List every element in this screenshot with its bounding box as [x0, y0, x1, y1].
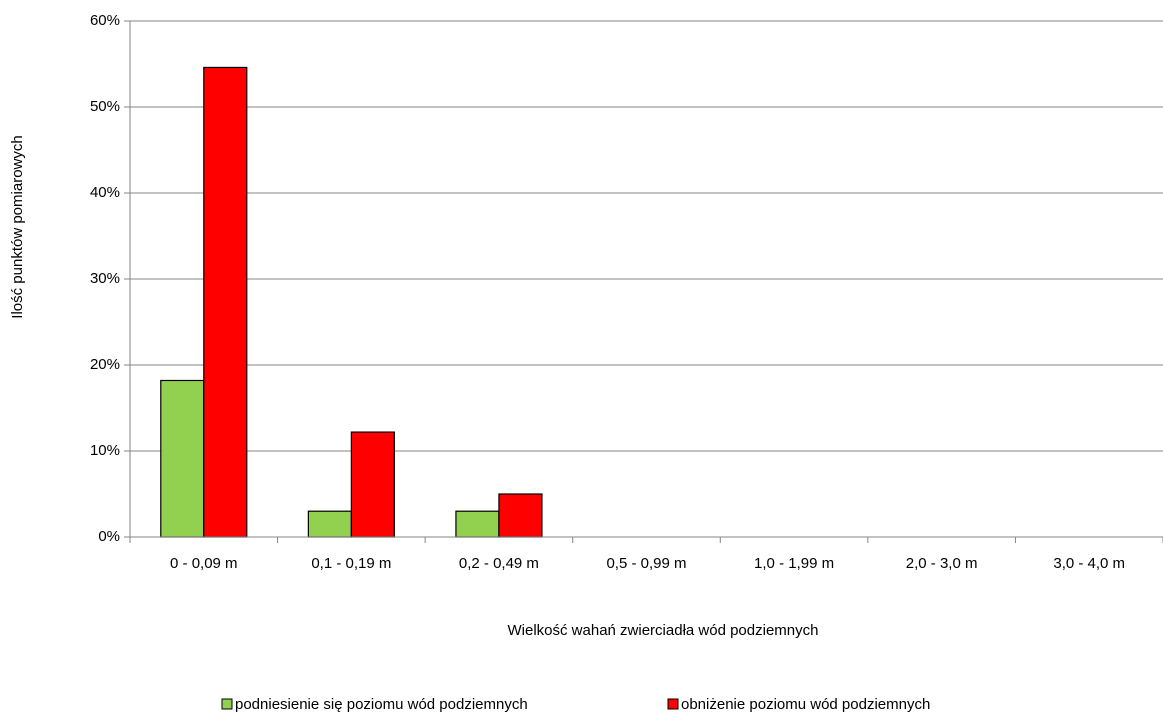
x-tick-label: 2,0 - 3,0 m [906, 555, 978, 572]
x-tick-label: 3,0 - 4,0 m [1053, 555, 1125, 572]
x-tick-label: 0 - 0,09 m [170, 555, 238, 572]
y-axis-title: Ilość punktów pomiarowych [9, 135, 26, 318]
y-tick-label: 40% [90, 184, 120, 201]
legend-label: obniżenie poziomu wód podziemnych [681, 696, 930, 713]
y-tick-label: 0% [98, 528, 120, 545]
bar [203, 66, 248, 538]
y-tick-label: 10% [90, 442, 120, 459]
y-tick-label: 30% [90, 270, 120, 287]
legend-swatch [221, 698, 233, 710]
legend-swatch [667, 698, 679, 710]
bar [160, 379, 205, 538]
y-tick-label: 60% [90, 12, 120, 29]
y-tick-label: 50% [90, 98, 120, 115]
bar [455, 510, 500, 538]
x-axis-title: Wielkość wahań zwierciadła wód podziemny… [508, 622, 819, 639]
y-tick-label: 20% [90, 356, 120, 373]
bar [307, 510, 352, 538]
x-tick-label: 0,2 - 0,49 m [459, 555, 539, 572]
x-tick-label: 0,5 - 0,99 m [606, 555, 686, 572]
bar [498, 493, 543, 538]
legend-label: podniesienie się poziomu wód podziemnych [235, 696, 528, 713]
x-tick-label: 1,0 - 1,99 m [754, 555, 834, 572]
bar [350, 431, 395, 538]
x-tick-label: 0,1 - 0,19 m [311, 555, 391, 572]
